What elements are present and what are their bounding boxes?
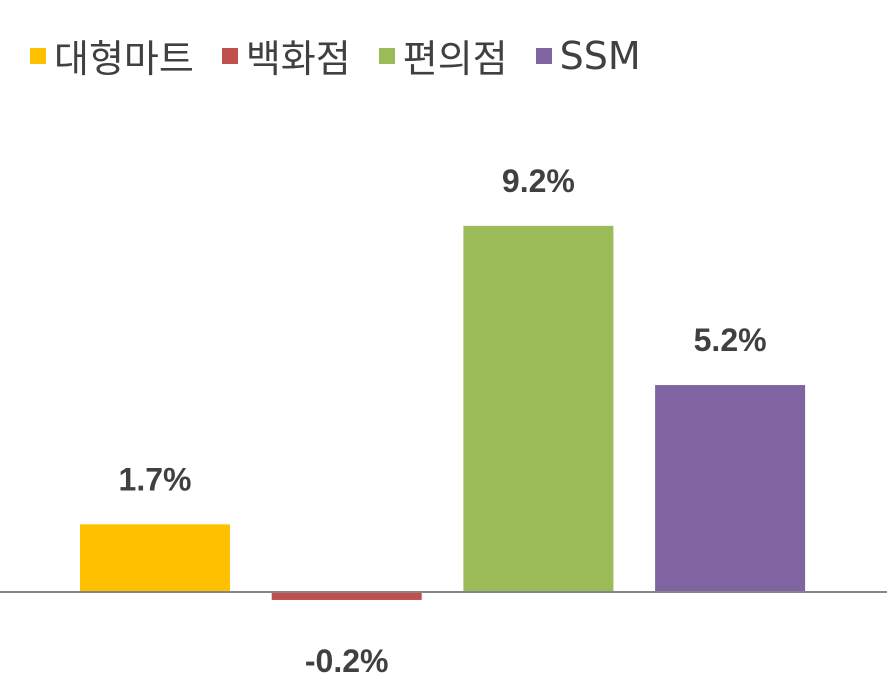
- data-label: -0.2%: [305, 643, 389, 679]
- bar: [271, 592, 422, 600]
- bar: [463, 225, 614, 592]
- legend-label: 대형마트: [54, 37, 194, 81]
- legend-item: 백화점: [221, 28, 351, 83]
- legend-item: 대형마트: [30, 28, 194, 83]
- legend: 대형마트 백화점 편의점 SSM: [30, 28, 669, 83]
- legend-swatch: [535, 47, 552, 64]
- legend-label: SSM: [559, 33, 641, 78]
- data-label: 5.2%: [694, 322, 767, 358]
- legend-item: SSM: [535, 33, 641, 78]
- data-label: 9.2%: [502, 163, 575, 199]
- legend-swatch: [221, 47, 238, 64]
- bar: [80, 524, 230, 592]
- legend-item: 편의점: [378, 28, 508, 83]
- legend-label: 편의점: [402, 37, 508, 81]
- legend-swatch: [30, 47, 46, 64]
- legend-label: 백화점: [245, 37, 351, 81]
- data-label: 1.7%: [119, 461, 192, 497]
- legend-swatch: [378, 47, 395, 64]
- bar: [655, 385, 806, 592]
